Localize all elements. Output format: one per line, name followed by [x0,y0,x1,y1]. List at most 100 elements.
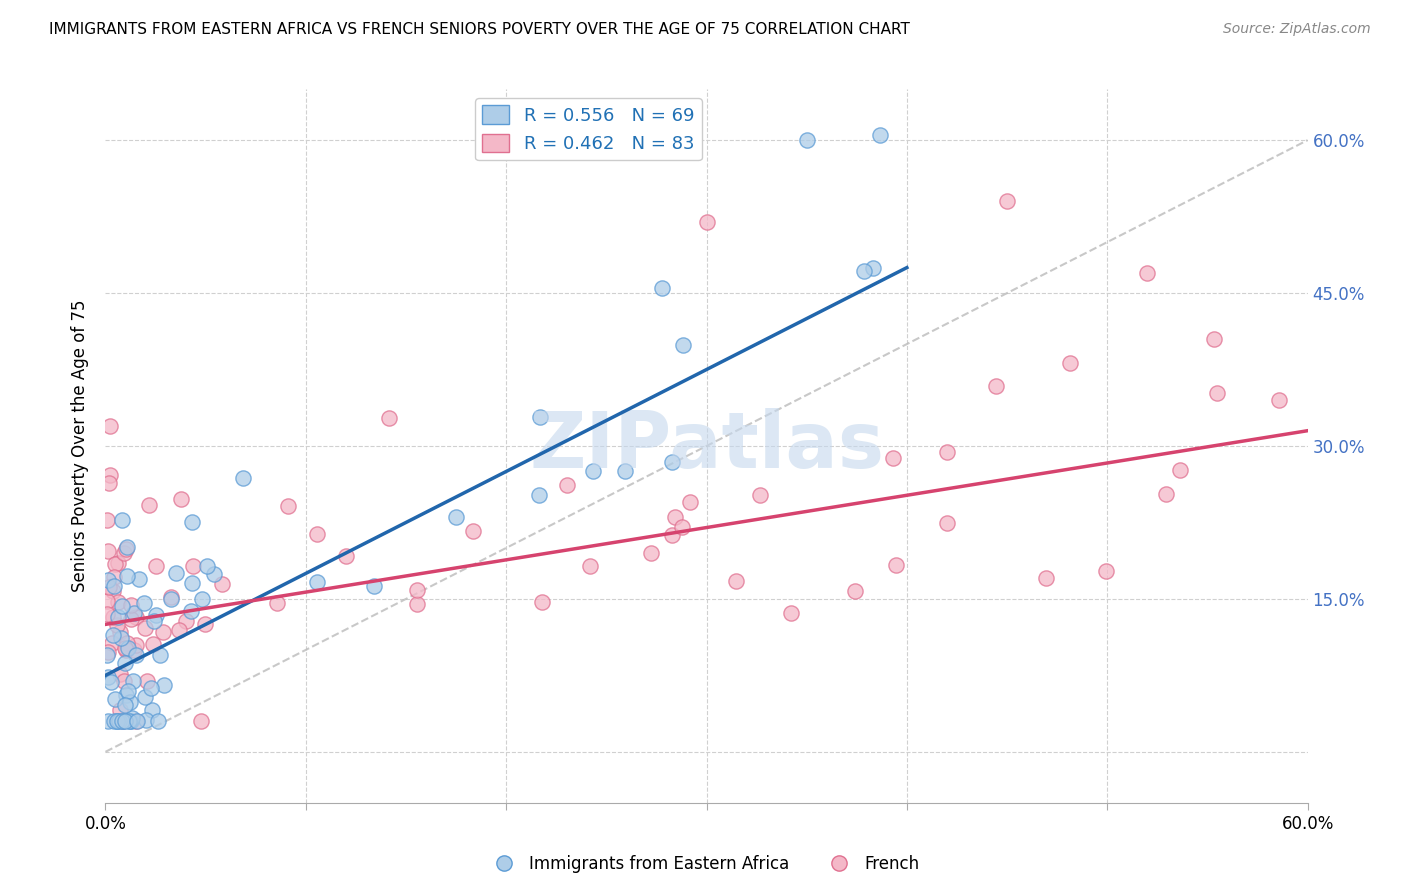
Point [181,515,204,529]
Point [181,558,204,573]
Point [112,546,135,560]
Point [118,695,141,709]
Point [613,464,636,478]
Point [107,556,129,570]
Point [935,516,957,530]
Point [166,566,188,581]
Point [202,566,225,581]
Point [122,642,145,657]
Point [97,714,120,729]
Point [104,557,127,571]
Point [651,281,673,295]
Point [97,544,120,558]
Point [377,411,399,425]
Point [796,133,818,147]
Point [232,470,254,484]
Point [305,574,328,589]
Text: IMMIGRANTS FROM EASTERN AFRICA VS FRENCH SENIORS POVERTY OVER THE AGE OF 75 CORR: IMMIGRANTS FROM EASTERN AFRICA VS FRENCH… [49,22,910,37]
Point [305,526,328,541]
Point [117,636,139,650]
Point [125,648,148,662]
Point [555,478,578,492]
Point [120,714,142,729]
Point [101,628,124,642]
Point [581,464,603,478]
Point [531,595,554,609]
Point [266,596,288,610]
Point [125,638,148,652]
Point [111,714,134,729]
Point [128,572,150,586]
Point [97,475,120,490]
Point [844,584,866,599]
Point [145,558,167,573]
Point [103,579,125,593]
Point [142,637,165,651]
Point [120,714,142,729]
Point [97,580,120,594]
Point [134,690,156,704]
Point [671,519,693,533]
Point [98,467,121,482]
Point [103,569,125,583]
Point [174,614,197,628]
Point [149,648,172,663]
Point [135,713,157,727]
Point [117,641,139,656]
Point [143,615,166,629]
Point [114,698,136,712]
Point [195,559,218,574]
Point [96,648,118,662]
Point [1267,393,1289,408]
Point [117,683,139,698]
Point [405,582,427,597]
Point [122,673,145,688]
Text: ZIPatlas: ZIPatlas [529,408,884,484]
Point [444,510,467,524]
Point [138,498,160,512]
Point [882,451,904,466]
Point [160,591,183,606]
Point [661,455,683,469]
Point [111,714,134,729]
Point [114,656,136,670]
Point [122,606,145,620]
Point [105,618,128,632]
Point [529,409,551,424]
Point [105,714,128,728]
Point [527,488,550,502]
Point [194,617,217,632]
Point [869,128,891,143]
Point [640,545,662,559]
Point [125,714,148,729]
Point [101,610,124,624]
Point [1206,385,1229,400]
Point [97,573,120,587]
Point [1136,266,1159,280]
Point [884,558,907,572]
Point [110,632,132,646]
Point [96,513,118,527]
Point [96,607,118,621]
Point [1154,487,1177,501]
Point [1168,463,1191,477]
Point [108,624,131,639]
Point [986,379,1008,393]
Point [118,714,141,729]
Point [108,714,131,729]
Point [1202,332,1225,346]
Point [120,598,142,612]
Point [461,524,484,538]
Point [134,621,156,635]
Point [125,714,148,729]
Point [406,597,429,611]
Point [141,703,163,717]
Point [135,673,157,688]
Point [104,692,127,706]
Point [100,636,122,650]
Point [170,491,193,506]
Point [1035,571,1057,585]
Point [363,579,385,593]
Point [132,595,155,609]
Point [108,667,131,681]
